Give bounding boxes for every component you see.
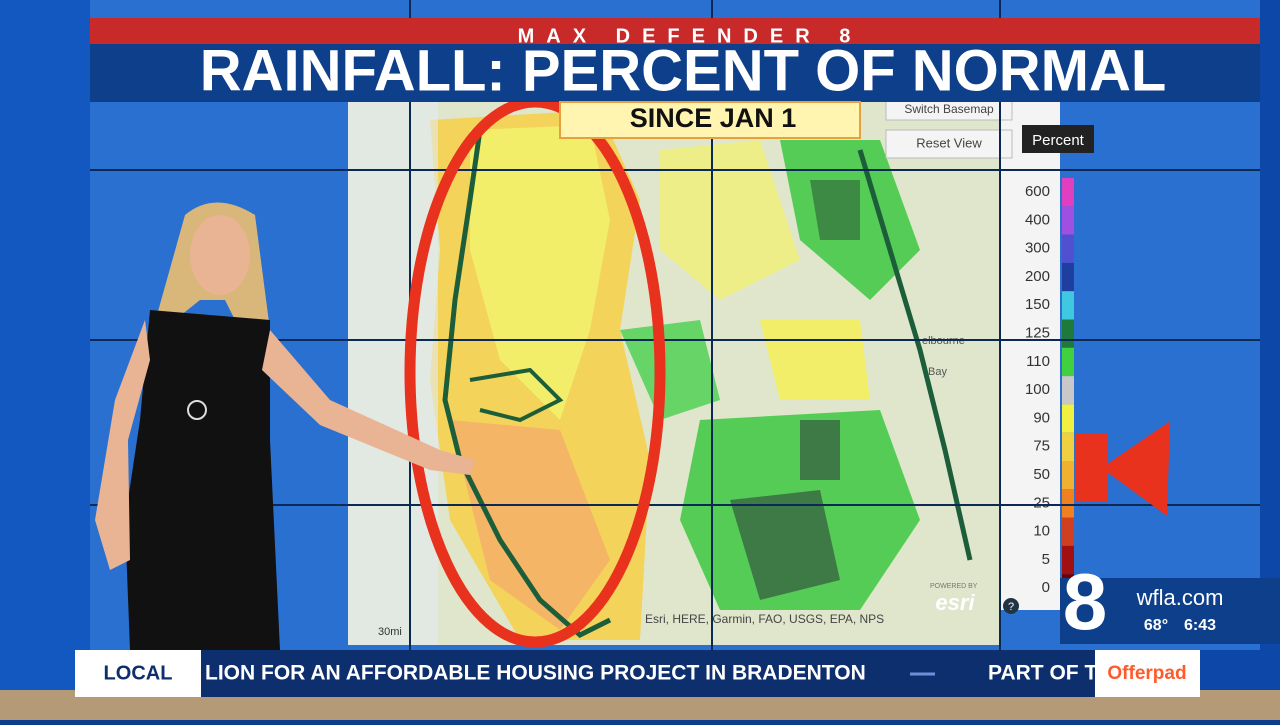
legend-swatch bbox=[1062, 517, 1074, 546]
face bbox=[190, 215, 250, 295]
legend-label: 0 bbox=[1042, 579, 1050, 596]
scale-bar: 30mi bbox=[378, 626, 402, 638]
legend-swatch bbox=[1062, 545, 1074, 575]
legend-swatch bbox=[1062, 404, 1074, 433]
attribution: Esri, HERE, Garmin, FAO, USGS, EPA, NPS bbox=[645, 612, 884, 626]
headline: LION FOR AN AFFORDABLE HOUSING PROJECT I… bbox=[205, 662, 866, 685]
legend-swatch bbox=[1062, 461, 1074, 490]
ticker-bar bbox=[75, 650, 1200, 697]
legend-label: 110 bbox=[1026, 353, 1050, 370]
legend-label: 600 bbox=[1025, 183, 1050, 200]
sponsor-box bbox=[1095, 650, 1200, 697]
legend-label: 100 bbox=[1025, 381, 1050, 398]
arm bbox=[262, 330, 475, 475]
wet-area bbox=[810, 180, 860, 240]
legend-panel bbox=[1000, 100, 1060, 610]
sponsor: Offerpad bbox=[1107, 663, 1186, 684]
wet-area bbox=[800, 420, 840, 480]
title: RAINFALL: PERCENT OF NORMAL bbox=[200, 38, 1167, 103]
place-label: Bay bbox=[928, 366, 947, 378]
wet-area bbox=[620, 320, 720, 420]
legend-title: Percent bbox=[1032, 132, 1085, 149]
wet-area bbox=[730, 490, 840, 600]
legend-label: 200 bbox=[1025, 268, 1050, 285]
section: LOCAL bbox=[104, 662, 173, 684]
necklace bbox=[187, 400, 207, 420]
legend-label: 400 bbox=[1025, 211, 1050, 228]
legend-label: 150 bbox=[1025, 296, 1050, 313]
reset-button[interactable] bbox=[885, 129, 1013, 159]
legend-label: 90 bbox=[1033, 409, 1050, 426]
reset-button-label[interactable]: Reset View bbox=[916, 135, 982, 150]
legend-arrow bbox=[1075, 421, 1171, 516]
section-box bbox=[75, 650, 201, 697]
powered-by: POWERED BY bbox=[930, 583, 978, 590]
subtitle-box bbox=[559, 101, 861, 139]
legend-swatch bbox=[1062, 376, 1074, 405]
next-headline: PART OF T bbox=[988, 662, 1097, 685]
legend-label: 25 bbox=[1033, 494, 1050, 511]
time: 6:43 bbox=[1184, 617, 1216, 634]
wall-left bbox=[0, 0, 95, 720]
station-bar bbox=[1060, 578, 1280, 644]
site: wfla.com bbox=[1136, 585, 1224, 610]
help-icon[interactable] bbox=[1003, 598, 1019, 614]
legend-swatch bbox=[1062, 262, 1074, 292]
rain-map bbox=[430, 110, 973, 640]
legend-swatch bbox=[1062, 432, 1074, 461]
arm bbox=[95, 320, 150, 570]
bay bbox=[469, 367, 564, 423]
legend-label: 50 bbox=[1033, 466, 1050, 483]
legend-title-box bbox=[1022, 125, 1094, 153]
legend-swatch bbox=[1062, 347, 1074, 377]
brand: MAX DEFENDER 8 bbox=[518, 25, 863, 47]
dress bbox=[125, 310, 280, 650]
presenter bbox=[95, 202, 475, 650]
legend-label: 125 bbox=[1025, 324, 1050, 341]
switch-button-label[interactable]: Switch Basemap bbox=[904, 102, 994, 116]
legend-swatch bbox=[1062, 206, 1074, 235]
legend-swatch bbox=[1062, 291, 1074, 320]
legend-label: 10 bbox=[1033, 523, 1050, 540]
legend-label: 5 bbox=[1042, 551, 1050, 568]
channel-logo: 8 bbox=[1063, 557, 1108, 646]
dry-area bbox=[470, 125, 610, 420]
legend-label: 300 bbox=[1025, 240, 1050, 257]
header-bar bbox=[90, 44, 1260, 102]
legend-swatch bbox=[1062, 319, 1074, 348]
subtitle: SINCE JAN 1 bbox=[630, 103, 797, 133]
esri-logo: esri bbox=[935, 590, 975, 615]
legend-swatch bbox=[1062, 234, 1074, 263]
dry-area bbox=[450, 420, 610, 630]
legend-label: 75 bbox=[1033, 438, 1050, 455]
temperature: 68° bbox=[1144, 617, 1168, 634]
help-label[interactable]: ? bbox=[1008, 601, 1014, 613]
dry-area bbox=[660, 140, 800, 300]
legend-swatch bbox=[1062, 178, 1074, 207]
map-gulf bbox=[348, 100, 438, 645]
legend-swatch bbox=[1062, 489, 1074, 518]
